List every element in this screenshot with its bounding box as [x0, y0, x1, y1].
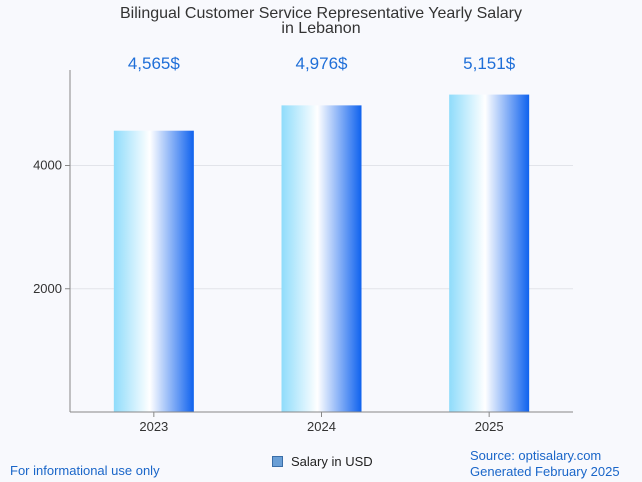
- x-tick-label-2024: 2024: [307, 419, 336, 434]
- disclaimer-note: For informational use only: [10, 463, 160, 478]
- generated-date: Generated February 2025: [470, 464, 620, 479]
- data-label-2024: 4,976$: [296, 54, 349, 73]
- bar-2023: [113, 130, 194, 412]
- chart-title-line-1: Bilingual Customer Service Representativ…: [120, 5, 522, 22]
- x-tick-label-2025: 2025: [475, 419, 504, 434]
- data-label-2025: 5,151$: [463, 54, 516, 73]
- legend: Salary in USD: [272, 454, 373, 469]
- source-link[interactable]: Source: optisalary.com: [470, 448, 602, 463]
- source-block: Source: optisalary.com Generated Februar…: [470, 448, 620, 480]
- bar-2025: [449, 94, 530, 412]
- chart-title-line-2: in Lebanon: [281, 20, 360, 37]
- bar-2024: [281, 105, 362, 412]
- legend-swatch: [272, 456, 283, 467]
- y-tick-label: 4000: [33, 158, 62, 173]
- data-label-2023: 4,565$: [128, 54, 181, 73]
- x-tick-label-2023: 2023: [139, 419, 168, 434]
- y-tick-label: 2000: [33, 281, 62, 296]
- legend-label: Salary in USD: [291, 454, 373, 469]
